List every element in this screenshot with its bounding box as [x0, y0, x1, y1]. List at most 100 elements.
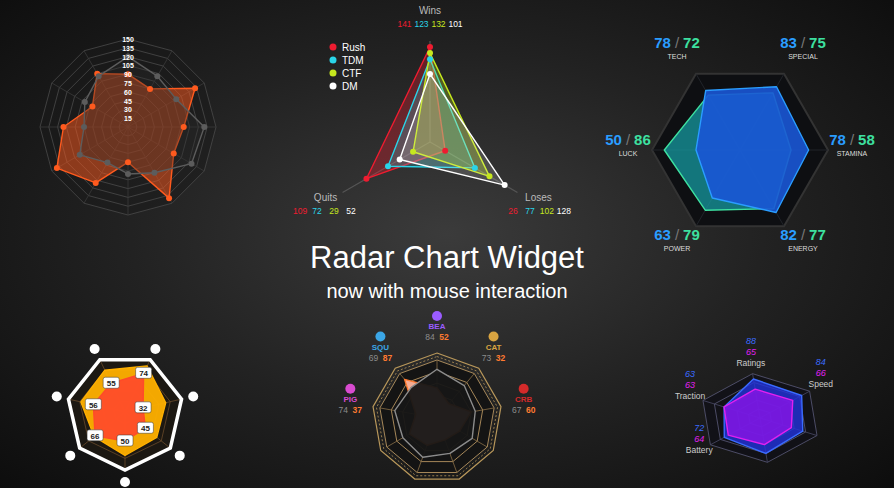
data-value: 72: [683, 34, 700, 51]
series-marker: [427, 50, 433, 56]
data-label: 82/77: [780, 226, 826, 243]
data-label: 32: [496, 353, 506, 363]
category-icon: [489, 332, 499, 342]
tick-label: 135: [122, 45, 134, 52]
series-marker: [192, 85, 198, 91]
data-value: 58: [858, 131, 875, 148]
data-label: 66: [816, 368, 826, 378]
separator: /: [675, 34, 680, 51]
data-value: 75: [809, 34, 826, 51]
series-area: [724, 379, 803, 453]
data-label: 55: [107, 379, 116, 388]
category-label: SQU: [372, 343, 390, 352]
data-label: 74: [339, 405, 349, 415]
data-label: 88: [746, 336, 756, 346]
category-icon: [150, 344, 160, 354]
series-marker: [189, 161, 195, 167]
legend-marker: [330, 70, 337, 77]
series-area: [81, 366, 166, 455]
data-label: 29: [329, 206, 339, 216]
category-label: CRB: [515, 395, 533, 404]
series-marker: [397, 157, 403, 163]
category-icon: [52, 391, 62, 401]
subtitle: now with mouse interaction: [326, 280, 567, 302]
plot-background: [40, 39, 216, 215]
series-area: [400, 74, 505, 185]
data-label: 78/72: [654, 34, 700, 51]
series-marker: [166, 195, 172, 201]
series-area: [724, 389, 793, 444]
series-marker: [410, 149, 416, 155]
separator: /: [675, 226, 680, 243]
data-label: 52: [439, 332, 449, 342]
plot-area: [724, 379, 803, 453]
data-label-box: [87, 430, 103, 441]
legend-marker: [330, 57, 337, 64]
tick-label: 120: [122, 54, 134, 61]
tick-label: 45: [124, 98, 132, 105]
data-value: 82: [780, 226, 797, 243]
series-marker: [385, 163, 391, 169]
data-label: 123: [414, 19, 428, 29]
data-label: 101: [448, 19, 462, 29]
series-marker: [93, 180, 99, 186]
series-marker: [427, 56, 433, 62]
data-label: 83/75: [780, 34, 826, 51]
data-value: 78: [829, 131, 846, 148]
series-marker: [154, 73, 160, 79]
radar-chart: 55743245506656: [52, 344, 198, 487]
category-label: BEA: [429, 322, 446, 331]
tick-label: 75: [124, 80, 132, 87]
tick-label: 90: [124, 71, 132, 78]
data-label: 109: [293, 206, 307, 216]
series-area: [395, 369, 476, 457]
data-value: 63: [654, 226, 671, 243]
data-label-box: [103, 377, 119, 388]
grid-ring: [40, 39, 216, 215]
category-icon: [432, 311, 442, 321]
category-label: Wins: [419, 5, 441, 16]
radar-chart: 78/72TECH83/75SPECIAL78/58STAMINA82/77EN…: [605, 34, 875, 252]
series-marker: [173, 96, 179, 102]
plot-area: [363, 44, 507, 188]
data-label: 74: [139, 369, 148, 378]
data-label: 66: [91, 432, 100, 441]
data-label: 65: [746, 347, 757, 357]
tick-label: 150: [122, 36, 134, 43]
category-label: STAMINA: [837, 150, 868, 157]
data-value: 77: [809, 226, 826, 243]
data-label: 78/58: [829, 131, 875, 148]
radar-chart: 8865Ratings8466Speed7264Battery6363Tract…: [675, 336, 833, 463]
canvas: Radar Chart Widget now with mouse interac…: [0, 0, 894, 488]
tick-label: 30: [124, 106, 132, 113]
grid-ring: [703, 374, 817, 463]
radar-chart: Wins141123132101Loses2677102128Quits1097…: [293, 5, 571, 216]
category-label: PIG: [343, 395, 357, 404]
category-label: Loses: [525, 192, 552, 203]
data-label: 50: [121, 437, 130, 446]
series-marker: [147, 86, 153, 92]
category-icon: [65, 451, 75, 461]
category-icon: [345, 384, 355, 394]
category-icon: [120, 477, 130, 487]
title: Radar Chart Widget: [310, 240, 584, 275]
data-label-box: [135, 402, 151, 413]
radar-chart: 153045607590105120135150: [40, 36, 216, 215]
data-value: 78: [654, 34, 671, 51]
data-label: 63: [685, 380, 695, 390]
category-icon: [375, 332, 385, 342]
grid-ring: [68, 360, 181, 470]
series-marker: [82, 99, 88, 105]
plot-area: [395, 369, 476, 457]
data-label: 102: [540, 206, 554, 216]
tick-label: 105: [122, 62, 134, 69]
data-label: 67: [512, 405, 522, 415]
data-label: 84: [425, 332, 435, 342]
legend-label: TDM: [342, 55, 364, 66]
data-label: 87: [383, 353, 393, 363]
data-label: 132: [431, 19, 445, 29]
series-marker: [502, 182, 508, 188]
tick-label: 15: [124, 115, 132, 122]
data-label-box: [137, 422, 153, 433]
data-label: 141: [397, 19, 411, 29]
